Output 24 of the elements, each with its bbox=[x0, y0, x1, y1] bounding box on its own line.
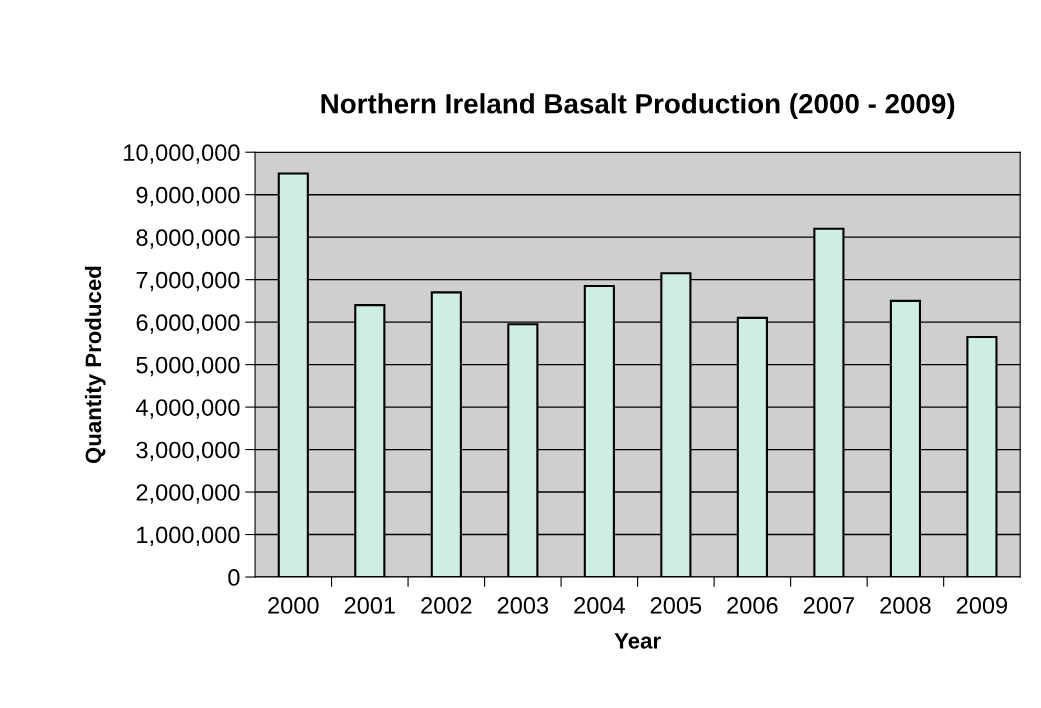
x-tick-label: 2008 bbox=[880, 597, 931, 614]
chart-title: Northern Ireland Basalt Production (2000 - 2009) bbox=[321, 93, 955, 120]
x-tick-label: 2004 bbox=[574, 597, 625, 614]
y-tick-label: 4,000,000 bbox=[135, 399, 240, 419]
x-tick-label: 2007 bbox=[803, 597, 854, 614]
y-tick-label: 9,000,000 bbox=[136, 186, 240, 207]
y-tick-label: 2,000,000 bbox=[136, 484, 240, 504]
x-axis-title: Year bbox=[614, 633, 661, 649]
y-tick-label: 0 bbox=[228, 569, 240, 586]
y-tick-label: 8,000,000 bbox=[136, 229, 240, 249]
y-tick-label: 5,000,000 bbox=[136, 356, 240, 377]
y-tick-label: 10,000,000 bbox=[124, 144, 240, 164]
x-tick-label: 2002 bbox=[421, 597, 472, 614]
x-tick-label: 2001 bbox=[344, 597, 395, 614]
y-tick-label: 3,000,000 bbox=[136, 441, 240, 462]
x-tick-label: 2000 bbox=[268, 597, 319, 614]
x-tick-label: 2009 bbox=[956, 597, 1008, 614]
y-tick-label: 1,000,000 bbox=[137, 526, 240, 547]
y-axis-title: Quantity Produced bbox=[84, 266, 106, 464]
x-tick-label: 2005 bbox=[650, 597, 702, 614]
x-tick-label: 2006 bbox=[727, 597, 778, 614]
y-tick-label: 7,000,000 bbox=[136, 271, 240, 292]
y-tick-label: 6,000,000 bbox=[136, 314, 240, 334]
x-tick-label: 2003 bbox=[497, 597, 549, 614]
